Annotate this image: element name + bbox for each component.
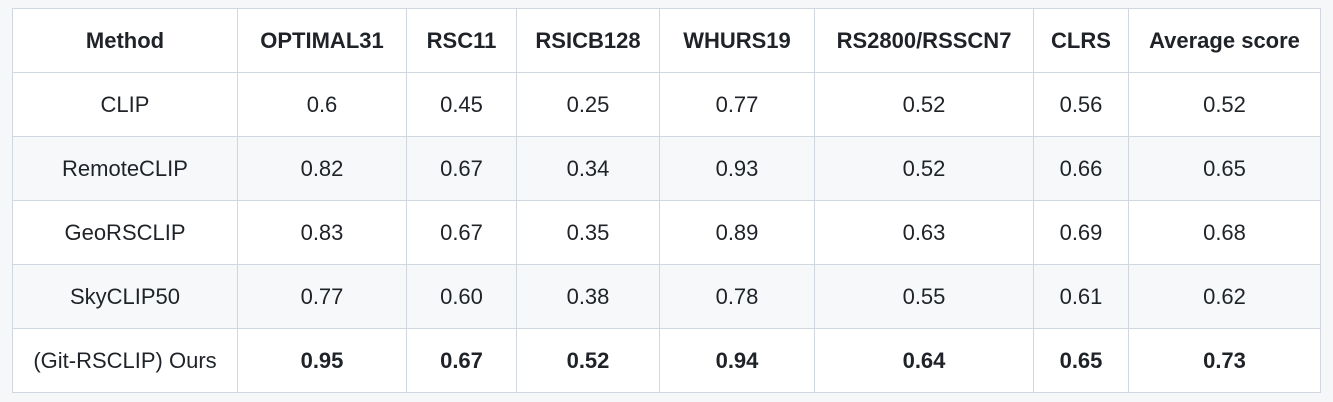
table-cell: 0.56 <box>1033 72 1129 137</box>
table-cell: 0.67 <box>406 200 517 265</box>
table-cell: 0.60 <box>406 264 517 329</box>
table-cell: 0.89 <box>659 200 815 265</box>
table-cell: 0.77 <box>237 264 407 329</box>
column-header-whurs19: WHURS19 <box>659 8 815 73</box>
table-cell: 0.82 <box>237 136 407 201</box>
table-cell-best: 0.52 <box>516 328 660 393</box>
table-cell: 0.61 <box>1033 264 1129 329</box>
column-header-clrs: CLRS <box>1033 8 1129 73</box>
table-cell: 0.34 <box>516 136 660 201</box>
table-cell: 0.67 <box>406 136 517 201</box>
average-score-cell: 0.62 <box>1128 264 1321 329</box>
header-row: Method OPTIMAL31 RSC11 RSICB128 WHURS19 … <box>12 8 1321 73</box>
column-header-rsc11: RSC11 <box>406 8 517 73</box>
table-cell: 0.93 <box>659 136 815 201</box>
table-cell: 0.52 <box>814 136 1034 201</box>
table-cell-best: 0.64 <box>814 328 1034 393</box>
column-header-optimal31: OPTIMAL31 <box>237 8 407 73</box>
table-row: RemoteCLIP 0.82 0.67 0.34 0.93 0.52 0.66… <box>12 136 1321 201</box>
table-cell: 0.83 <box>237 200 407 265</box>
table-cell: 0.77 <box>659 72 815 137</box>
average-score-cell: 0.65 <box>1128 136 1321 201</box>
table-cell: 0.63 <box>814 200 1034 265</box>
table-cell-best: 0.67 <box>406 328 517 393</box>
column-header-method: Method <box>12 8 238 73</box>
table-cell: 0.52 <box>814 72 1034 137</box>
table-cell: 0.35 <box>516 200 660 265</box>
table-cell-best: 0.95 <box>237 328 407 393</box>
table-row-ours: (Git-RSCLIP) Ours 0.95 0.67 0.52 0.94 0.… <box>12 328 1321 393</box>
table-cell: 0.78 <box>659 264 815 329</box>
table-row: CLIP 0.6 0.45 0.25 0.77 0.52 0.56 0.52 <box>12 72 1321 137</box>
table-cell: 0.6 <box>237 72 407 137</box>
table-cell-best: 0.65 <box>1033 328 1129 393</box>
method-cell: GeoRSCLIP <box>12 200 238 265</box>
table-row: SkyCLIP50 0.77 0.60 0.38 0.78 0.55 0.61 … <box>12 264 1321 329</box>
table-cell: 0.66 <box>1033 136 1129 201</box>
table-cell: 0.45 <box>406 72 517 137</box>
method-cell: SkyCLIP50 <box>12 264 238 329</box>
average-score-cell-best: 0.73 <box>1128 328 1321 393</box>
column-header-rs2800-rsscn7: RS2800/RSSCN7 <box>814 8 1034 73</box>
column-header-rsicb128: RSICB128 <box>516 8 660 73</box>
table-cell: 0.25 <box>516 72 660 137</box>
table-row: GeoRSCLIP 0.83 0.67 0.35 0.89 0.63 0.69 … <box>12 200 1321 265</box>
table-cell: 0.38 <box>516 264 660 329</box>
results-table: Method OPTIMAL31 RSC11 RSICB128 WHURS19 … <box>12 8 1321 393</box>
table-cell: 0.55 <box>814 264 1034 329</box>
column-header-average-score: Average score <box>1128 8 1321 73</box>
table-cell: 0.69 <box>1033 200 1129 265</box>
average-score-cell: 0.52 <box>1128 72 1321 137</box>
method-cell: (Git-RSCLIP) Ours <box>12 328 238 393</box>
table-cell-best: 0.94 <box>659 328 815 393</box>
average-score-cell: 0.68 <box>1128 200 1321 265</box>
method-cell: RemoteCLIP <box>12 136 238 201</box>
method-cell: CLIP <box>12 72 238 137</box>
results-table-container: Method OPTIMAL31 RSC11 RSICB128 WHURS19 … <box>12 8 1321 393</box>
